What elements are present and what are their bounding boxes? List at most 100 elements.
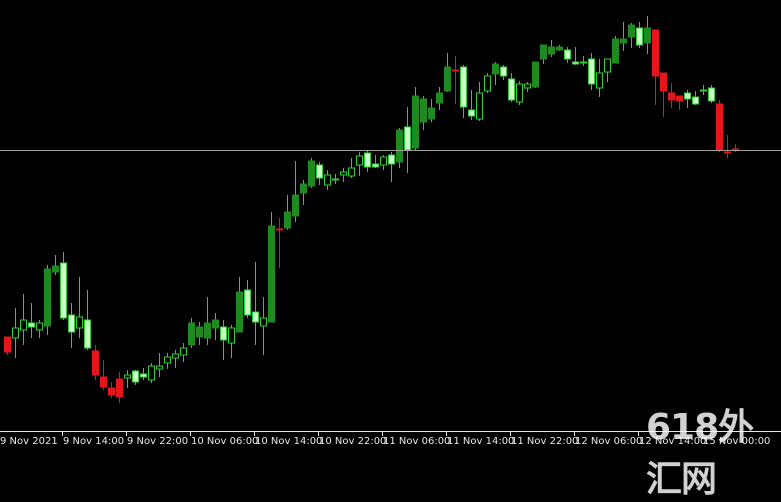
candlestick-chart: 9 Nov 2021 9 Nov 14:00 9 Nov 22:00 10 Nov 0… (0, 16, 781, 447)
candle-body (572, 61, 579, 65)
candle (100, 360, 107, 390)
candle-body (44, 268, 51, 327)
candle-body (316, 164, 323, 179)
candle-body (76, 316, 83, 329)
candle (356, 152, 363, 176)
candle-body (188, 322, 195, 346)
candle (628, 23, 635, 48)
candle (708, 85, 715, 103)
candle (476, 82, 483, 121)
candle-body (348, 167, 355, 177)
candle-body (500, 66, 507, 77)
candle-body (668, 92, 675, 101)
candle-body (380, 156, 387, 166)
candle (364, 150, 371, 172)
candle-body (244, 289, 251, 316)
candle (348, 158, 355, 178)
candle (556, 45, 563, 51)
candle (524, 82, 531, 92)
candle (380, 155, 387, 170)
candle (580, 56, 587, 66)
candle (196, 322, 203, 345)
candle-body (692, 96, 699, 105)
x-tick-label: 9 Nov 22:00 (127, 436, 188, 447)
candle-body (212, 319, 219, 329)
candle (572, 47, 579, 65)
candle-body (68, 314, 75, 333)
candle-body (396, 129, 403, 163)
candle (516, 81, 523, 105)
candle-body (436, 92, 443, 104)
candle (172, 350, 179, 368)
candle (116, 372, 123, 403)
candle (156, 353, 163, 377)
candle-body (556, 46, 563, 51)
candle (508, 73, 515, 102)
candle-body (132, 370, 139, 383)
candle-body (700, 89, 707, 92)
candle (236, 277, 243, 333)
candle-body (124, 374, 131, 379)
candle (308, 158, 315, 188)
candle-body (684, 92, 691, 100)
candle-body (84, 319, 91, 349)
candle (180, 343, 187, 362)
candle-body (36, 322, 43, 331)
candle-body (604, 58, 611, 73)
candle (260, 297, 267, 355)
candle-body (412, 95, 419, 149)
candle-body (356, 155, 363, 166)
candle (468, 90, 475, 120)
candle (132, 370, 139, 385)
candle (548, 40, 555, 57)
candle (316, 162, 323, 185)
candle-body (372, 163, 379, 168)
candle-body (228, 327, 235, 344)
candle-body (732, 148, 739, 151)
candle (52, 255, 59, 275)
candle (228, 325, 235, 358)
candle-body (332, 178, 339, 181)
candle (12, 308, 19, 358)
candle-body (92, 350, 99, 376)
candle (396, 128, 403, 168)
candle-body (140, 373, 147, 378)
candle (668, 83, 675, 108)
candle (716, 100, 723, 152)
candle (484, 73, 491, 93)
candle (324, 170, 331, 190)
candle (428, 99, 435, 122)
x-tick-label: 10 Nov 14:00 (255, 436, 322, 447)
candle (532, 61, 539, 88)
candle-body (236, 291, 243, 333)
candle (436, 87, 443, 110)
candle-body (468, 109, 475, 117)
candle (540, 44, 547, 64)
candle-body (628, 24, 635, 38)
x-tick-label: 12 Nov 14:00 (639, 436, 706, 447)
candle-body (252, 311, 259, 323)
candle-body (580, 61, 587, 64)
candle-body (28, 322, 35, 328)
candle (372, 155, 379, 168)
candle (252, 262, 259, 345)
candle (140, 368, 147, 380)
candle (148, 363, 155, 383)
x-tick-label: 9 Nov 14:00 (63, 436, 124, 447)
candle-body (540, 44, 547, 60)
candle-body (20, 319, 27, 331)
candle (244, 280, 251, 318)
candle-body (508, 78, 515, 101)
candle-body (172, 353, 179, 359)
candle (700, 85, 707, 95)
candle (108, 382, 115, 398)
candle-body (4, 336, 11, 353)
candle-body (612, 38, 619, 64)
x-tick-label: 12 Nov 06:00 (575, 436, 642, 447)
candle-body (652, 29, 659, 77)
candle-body (724, 151, 731, 154)
candle (300, 180, 307, 205)
candle (188, 318, 195, 348)
candle-body (644, 27, 651, 44)
candle (636, 22, 643, 48)
